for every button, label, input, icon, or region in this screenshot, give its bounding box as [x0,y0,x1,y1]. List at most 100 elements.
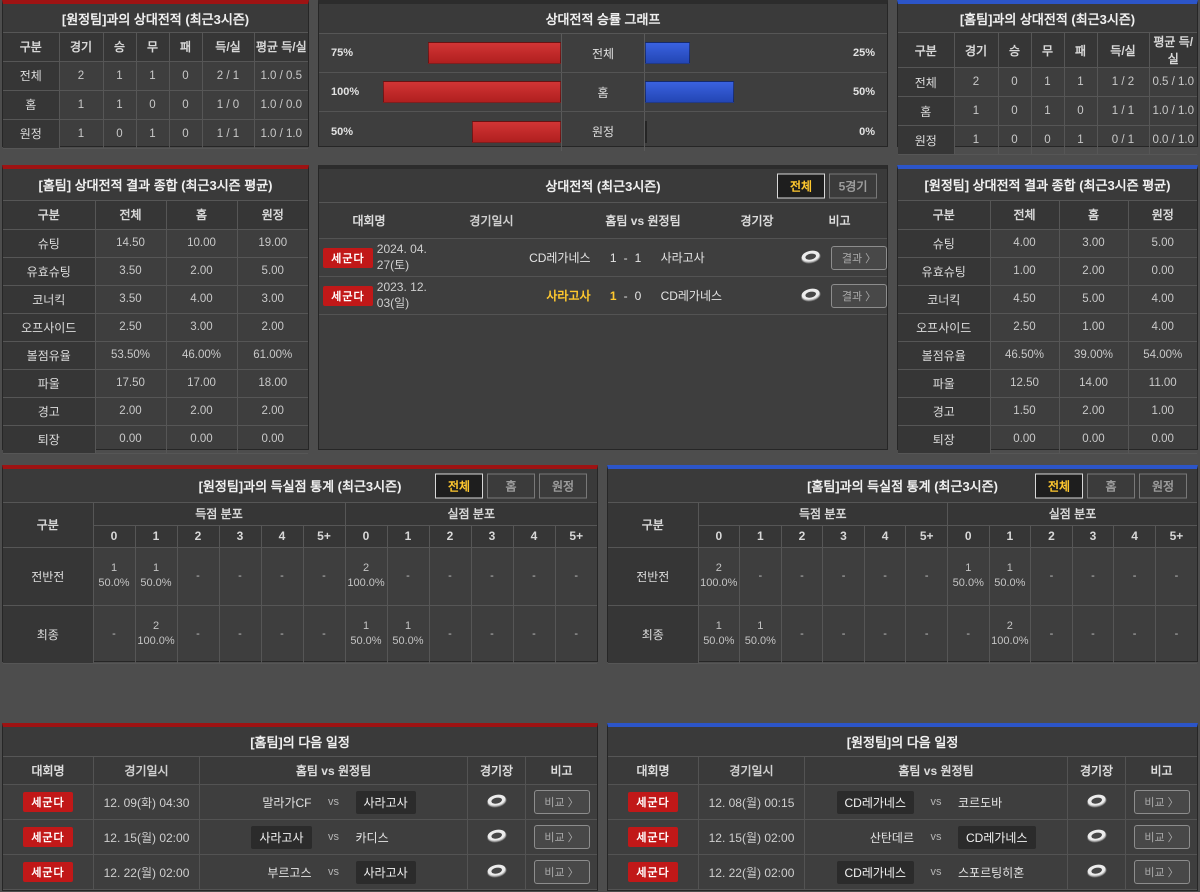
left-percent-label: 100% [331,86,360,98]
dist-cell: - [554,546,597,606]
compare-button[interactable]: 비교 〉 [1133,790,1190,814]
panel-title: [홈팀] 상대전적 결과 종합 (최근3시즌 평균) [3,169,308,201]
blue-bar [645,42,690,64]
vs-label: vs [930,796,942,808]
col-header: 2 [1030,524,1073,548]
col-header-note: 비고 [525,757,597,784]
cell-games: 2 [953,67,999,97]
col-header: 득/실 [201,33,255,62]
cell-home: 3.00 [1058,228,1129,258]
panel-title: [홈팀]과의 상대전적 (최근3시즌) [898,4,1197,33]
tab-away[interactable]: 원정 [1139,473,1187,498]
home-schedule-list: 세군다 12. 09(화) 04:30 말라가CF vs 사라고사 비교 〉 세… [3,785,597,890]
col-header: 패 [1063,33,1098,68]
vs-label: vs [328,831,339,843]
dist-cell: - [218,604,262,664]
row-label: 오프사이드 [898,312,991,342]
result-button[interactable]: 결과 〉 [831,245,887,270]
league-badge: 세군다 [628,827,678,847]
dist-cell: - [470,546,514,606]
cell-draws: 1 [135,118,170,149]
red-bar [427,42,561,64]
table-row: 파울 12.50 14.00 11.00 [898,368,1197,398]
col-header: 평균 득/실 [253,33,308,62]
col-header: 0 [93,524,136,548]
panel-home-h2h-record: [홈팀]과의 상대전적 (최근3시즌) 구분 경기 승 무 패 득/실 평균 득… [897,0,1198,155]
cell-away: 11.00 [1127,368,1197,398]
away-team-name: 사라고사 [355,860,416,884]
compare-button[interactable]: 비교 〉 [1133,860,1190,884]
tab-away[interactable]: 원정 [539,473,587,498]
table-row: 코너킥 3.50 4.00 3.00 [3,284,308,314]
stadium-icon[interactable] [798,246,823,268]
dist-cell: 1 50.0% [697,604,741,664]
col-header: 구분 [3,33,60,62]
tab-home[interactable]: 홈 [487,473,535,498]
table-row: 전반전 1 50.0% 1 50.0% - - - - 2 100.0% - - - - - [3,546,597,606]
schedule-row: 세군다 12. 22(월) 02:00 부르고스 vs 사라고사 비교 〉 [3,855,597,890]
cell-wins: 0 [997,96,1032,126]
compare-button[interactable]: 비교 〉 [1133,825,1190,849]
dist-cell: 1 50.0% [344,604,388,664]
cell-total: 1.50 [989,396,1060,426]
col-header-note: 비고 [828,214,851,228]
dist-cell: - [822,604,865,664]
tab-home[interactable]: 홈 [1087,473,1135,498]
stadium-icon[interactable] [484,861,509,883]
col-header: 1 [386,524,430,548]
stadium-icon[interactable] [1084,791,1109,813]
compare-button[interactable]: 비교 〉 [533,790,590,814]
cell-total: 1.00 [989,256,1060,286]
row-label: 파울 [898,368,991,398]
dist-cell: - [260,546,304,606]
col-header: 1 [739,524,782,548]
tab-all[interactable]: 전체 [1035,473,1083,498]
red-bar [383,81,561,103]
stadium-icon[interactable] [484,826,509,848]
stadium-icon[interactable] [1084,861,1109,883]
table-row: 볼점유율 46.50% 39.00% 54.00% [898,340,1197,370]
dist-cell: - [92,604,136,664]
compare-button[interactable]: 비교 〉 [533,860,590,884]
dist-cell: - [905,604,948,664]
table-group-header-row: 구분 득점 분포 실점 분포 [608,503,1197,548]
cell-avg-goals: 1.0 / 1.0 [1148,96,1197,126]
compare-button[interactable]: 비교 〉 [533,825,590,849]
cell-away: 4.00 [1127,284,1197,314]
chart-category-label: 전체 [561,34,645,72]
dist-cell: 2 100.0% [134,604,178,664]
cell-games: 2 [58,60,104,91]
cell-home: 10.00 [165,228,238,258]
stadium-icon[interactable] [798,284,823,306]
dist-cell: - [1154,604,1197,664]
tab-all[interactable]: 전체 [777,173,825,198]
stadium-icon[interactable] [1084,826,1109,848]
result-button[interactable]: 결과 〉 [831,283,887,308]
table-row: 원정 1 0 0 1 0 / 1 0.0 / 1.0 [898,125,1197,155]
dist-cell: 1 50.0% [386,604,430,664]
col-header: 2 [428,524,472,548]
table-row: 파울 17.50 17.00 18.00 [3,368,308,398]
schedule-row: 세군다 12. 08(월) 00:15 CD레가네스 vs 코르도바 비교 〉 [608,785,1197,820]
col-header: 5+ [302,524,346,548]
cell-away: 5.00 [236,256,308,286]
vs-label: vs [930,866,942,878]
table-header-row: 구분 전체 홈 원정 [3,201,308,230]
home-team-name: 사라고사 [251,825,312,849]
panel-away-schedule: [원정팀]의 다음 일정 대회명 경기일시 홈팀 vs 원정팀 경기장 비고 세… [607,723,1198,891]
cell-home: 2.00 [165,396,238,426]
tab-all[interactable]: 전체 [435,473,483,498]
row-label: 코너킥 [898,284,991,314]
table-row: 유효슈팅 3.50 2.00 5.00 [3,256,308,286]
col-header-teams: 홈팀 vs 원정팀 [605,214,681,228]
cell-draws: 0 [135,89,170,120]
cell-home: 14.00 [1058,368,1129,398]
dist-cell: - [176,604,220,664]
cell-total: 4.50 [989,284,1060,314]
row-label: 전체 [3,60,60,91]
dist-cell: - [386,546,430,606]
stadium-icon[interactable] [484,791,509,813]
cell-losses: 0 [168,89,203,120]
match-date: 12. 22(월) 02:00 [698,855,804,889]
tab-last5[interactable]: 5경기 [829,173,877,198]
